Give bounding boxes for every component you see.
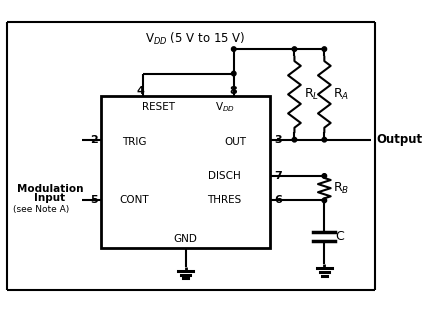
Text: GND: GND xyxy=(174,234,197,244)
Circle shape xyxy=(322,174,327,178)
Text: RESET: RESET xyxy=(142,102,175,112)
Circle shape xyxy=(322,198,327,203)
Text: V$_{DD}$: V$_{DD}$ xyxy=(215,100,235,114)
Text: Input: Input xyxy=(34,193,65,203)
Circle shape xyxy=(322,137,327,142)
Circle shape xyxy=(322,47,327,51)
Text: 7: 7 xyxy=(274,171,282,181)
Text: 8: 8 xyxy=(230,86,238,96)
Text: R$_B$: R$_B$ xyxy=(333,181,350,196)
Text: THRES: THRES xyxy=(208,195,242,205)
Text: R$_A$: R$_A$ xyxy=(333,87,349,102)
Text: Modulation: Modulation xyxy=(16,184,83,194)
Circle shape xyxy=(232,47,236,51)
Text: V$_{DD}$ (5 V to 15 V): V$_{DD}$ (5 V to 15 V) xyxy=(145,31,245,47)
Text: R$_L$: R$_L$ xyxy=(303,87,319,102)
Text: 6: 6 xyxy=(274,195,282,205)
Text: CONT: CONT xyxy=(119,195,149,205)
Text: DISCH: DISCH xyxy=(208,171,241,181)
Text: 2: 2 xyxy=(90,135,98,145)
Text: 4: 4 xyxy=(136,86,144,96)
Text: (see Note A): (see Note A) xyxy=(13,205,69,214)
Text: 5: 5 xyxy=(90,195,98,205)
Text: OUT: OUT xyxy=(225,137,246,147)
Bar xyxy=(101,96,270,248)
Text: C: C xyxy=(335,230,344,243)
Text: Output: Output xyxy=(376,133,422,146)
Circle shape xyxy=(232,71,236,76)
Text: 3: 3 xyxy=(274,135,282,145)
Circle shape xyxy=(292,47,297,51)
Circle shape xyxy=(292,137,297,142)
Text: TRIG: TRIG xyxy=(122,137,146,147)
